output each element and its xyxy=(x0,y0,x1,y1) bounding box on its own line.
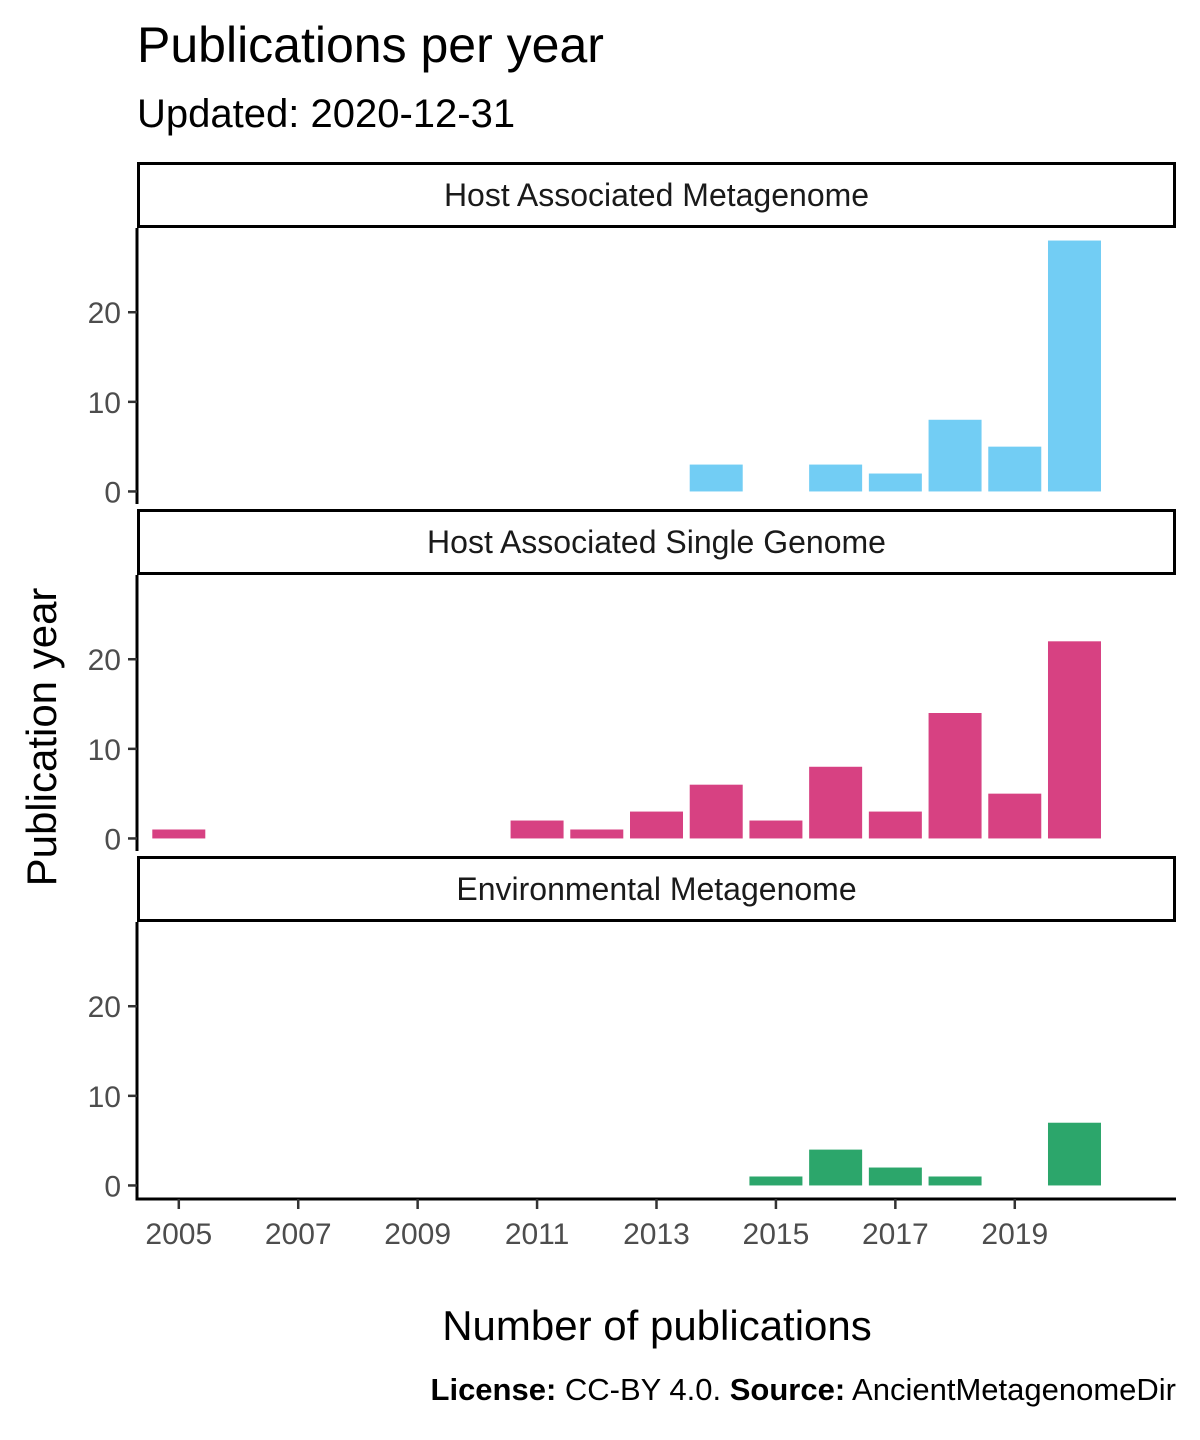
x-tick-label: 2015 xyxy=(743,1218,810,1251)
bar xyxy=(809,766,863,839)
x-axis-title: Number of publications xyxy=(442,1302,872,1349)
source-value: AncientMetagenomeDir xyxy=(845,1372,1176,1407)
license-value: CC-BY 4.0. xyxy=(556,1372,729,1407)
bar xyxy=(868,473,922,492)
bar xyxy=(749,1176,803,1186)
bar xyxy=(868,1167,922,1186)
bar xyxy=(689,464,743,492)
facet-strip-label: Host Associated Metagenome xyxy=(444,177,869,213)
bar xyxy=(928,419,982,492)
bar xyxy=(928,713,982,839)
bar xyxy=(749,820,803,839)
facet-panel: Host Associated Metagenome 0 10 20 xyxy=(88,162,1176,509)
facet-panel: Host Associated Single Genome 0 10 20 xyxy=(88,509,1176,856)
facet-strip xyxy=(137,162,1176,228)
x-axis: 2005 2007 2009 2011 2013 2015 2017 2019 xyxy=(135,1197,1176,1251)
bar xyxy=(928,1176,982,1186)
y-tick-label: 10 xyxy=(88,387,121,420)
bar xyxy=(1047,641,1101,839)
facet-strip xyxy=(137,509,1176,575)
y-axis-title: Publication year xyxy=(18,588,65,887)
license-label: License: xyxy=(431,1372,557,1407)
chart-title: Publications per year xyxy=(137,17,604,73)
bar xyxy=(809,464,863,492)
y-tick-label: 0 xyxy=(104,476,121,509)
x-tick-label: 2009 xyxy=(384,1218,451,1251)
x-tick-label: 2005 xyxy=(145,1218,212,1251)
facet-panel: Environmental Metagenome 0 10 20 xyxy=(88,856,1176,1203)
y-tick-label: 20 xyxy=(88,297,121,330)
bar xyxy=(1047,240,1101,492)
bar xyxy=(809,1149,863,1186)
bar xyxy=(630,811,683,839)
bar xyxy=(510,820,564,839)
x-tick-label: 2007 xyxy=(265,1218,332,1251)
y-tick-label: 10 xyxy=(88,1081,121,1114)
y-tick-label: 0 xyxy=(104,1170,121,1203)
y-tick-label: 10 xyxy=(88,734,121,767)
bar xyxy=(1047,1122,1101,1186)
bar xyxy=(152,829,206,839)
facet-strip xyxy=(137,856,1176,922)
y-tick-label: 20 xyxy=(88,991,121,1024)
bar xyxy=(689,784,743,839)
x-tick-label: 2017 xyxy=(862,1218,929,1251)
y-tick-label: 0 xyxy=(104,823,121,856)
facet-strip-label: Environmental Metagenome xyxy=(456,871,856,907)
source-label: Source: xyxy=(730,1372,845,1407)
bar xyxy=(988,446,1042,492)
bar xyxy=(988,793,1042,839)
x-tick-label: 2013 xyxy=(623,1218,690,1251)
chart-subtitle: Updated: 2020-12-31 xyxy=(137,92,515,136)
bar xyxy=(570,829,624,839)
caption: License: CC-BY 4.0. Source: AncientMetag… xyxy=(431,1372,1176,1407)
x-tick-label: 2019 xyxy=(981,1218,1048,1251)
x-tick-label: 2011 xyxy=(505,1218,570,1251)
facet-strip-label: Host Associated Single Genome xyxy=(427,524,886,560)
y-tick-label: 20 xyxy=(88,644,121,677)
bar xyxy=(868,811,922,839)
